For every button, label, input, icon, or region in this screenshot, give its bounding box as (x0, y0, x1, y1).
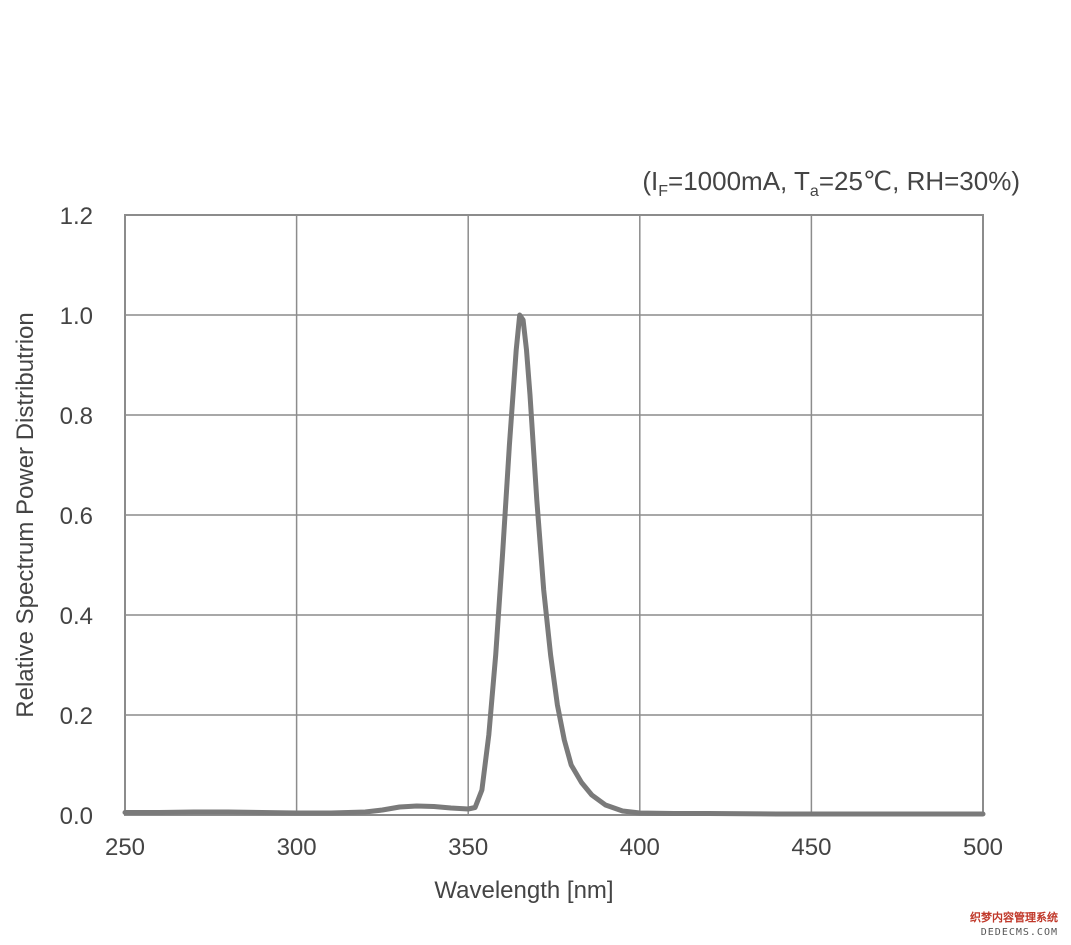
watermark-en: DEDECMS.COM (981, 927, 1058, 938)
cond-ta-sub: a (810, 183, 819, 200)
y-tick-label: 0.6 (60, 503, 93, 530)
y-tick-label: 0.8 (60, 403, 93, 430)
x-axis-ticks: 250 300 350 400 450 500 (105, 834, 1003, 861)
watermark: 织梦内容管理系统 DEDECMS.COM (970, 910, 1058, 938)
cond-after-ta: =25℃, RH=30%) (819, 166, 1020, 196)
y-tick-label: 0.4 (60, 603, 93, 630)
y-axis-title: Relative Spectrum Power Distributrion (12, 312, 39, 717)
x-tick-label: 250 (105, 834, 145, 861)
y-tick-label: 0.0 (60, 803, 93, 830)
watermark-cn: 织梦内容管理系统 (970, 910, 1058, 924)
cond-after-if: =1000mA, T (668, 166, 810, 196)
x-tick-label: 500 (963, 834, 1003, 861)
y-tick-label: 1.2 (60, 203, 93, 230)
y-tick-label: 0.2 (60, 703, 93, 730)
plot-frame (124, 214, 984, 816)
cond-if-sub: F (658, 183, 668, 200)
y-axis-ticks: 0.0 0.2 0.4 0.6 0.8 1.0 1.2 (60, 203, 93, 830)
x-axis-title: Wavelength [nm] (434, 877, 613, 904)
x-tick-label: 350 (448, 834, 488, 861)
x-tick-label: 450 (791, 834, 831, 861)
x-tick-label: 400 (620, 834, 660, 861)
series-line (122, 312, 986, 817)
grid (125, 215, 983, 815)
cond-open: (I (642, 166, 658, 196)
y-tick-label: 1.0 (60, 303, 93, 330)
x-tick-label: 300 (277, 834, 317, 861)
test-conditions: (IF=1000mA, Ta=25℃, RH=30%) (642, 166, 1020, 200)
